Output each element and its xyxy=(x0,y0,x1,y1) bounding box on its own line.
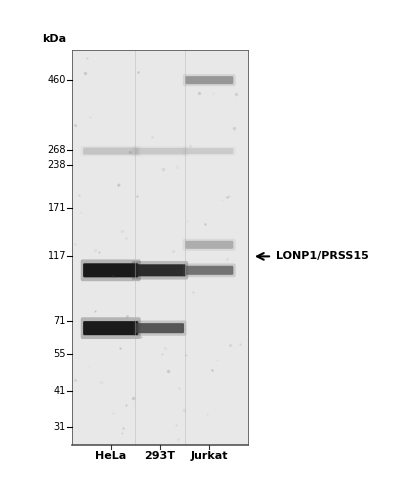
Text: LONP1/PRSS15: LONP1/PRSS15 xyxy=(276,252,369,262)
FancyBboxPatch shape xyxy=(81,317,141,339)
Text: 55: 55 xyxy=(54,349,66,359)
FancyBboxPatch shape xyxy=(83,263,138,277)
FancyBboxPatch shape xyxy=(136,323,184,333)
FancyBboxPatch shape xyxy=(183,264,236,277)
FancyBboxPatch shape xyxy=(83,321,138,335)
Text: 171: 171 xyxy=(48,203,66,213)
FancyBboxPatch shape xyxy=(183,239,236,251)
FancyBboxPatch shape xyxy=(134,320,186,336)
FancyBboxPatch shape xyxy=(185,241,233,249)
FancyBboxPatch shape xyxy=(134,148,186,154)
Text: 117: 117 xyxy=(48,252,66,262)
FancyBboxPatch shape xyxy=(81,146,141,156)
Text: 460: 460 xyxy=(48,75,66,85)
Text: 268: 268 xyxy=(48,145,66,155)
Text: Jurkat: Jurkat xyxy=(190,451,228,461)
Text: 71: 71 xyxy=(54,316,66,325)
FancyBboxPatch shape xyxy=(132,146,188,156)
Text: HeLa: HeLa xyxy=(95,451,126,461)
FancyBboxPatch shape xyxy=(183,74,236,86)
FancyBboxPatch shape xyxy=(83,147,138,154)
FancyBboxPatch shape xyxy=(132,261,188,280)
FancyBboxPatch shape xyxy=(183,147,236,155)
FancyBboxPatch shape xyxy=(134,264,186,276)
FancyBboxPatch shape xyxy=(185,76,233,84)
Text: kDa: kDa xyxy=(42,34,66,44)
FancyBboxPatch shape xyxy=(185,148,233,154)
FancyBboxPatch shape xyxy=(185,266,233,275)
Bar xyxy=(72,50,248,445)
FancyBboxPatch shape xyxy=(81,260,141,281)
Text: 238: 238 xyxy=(48,160,66,170)
Text: 41: 41 xyxy=(54,386,66,396)
Text: 31: 31 xyxy=(54,423,66,433)
Text: 293T: 293T xyxy=(144,451,176,461)
